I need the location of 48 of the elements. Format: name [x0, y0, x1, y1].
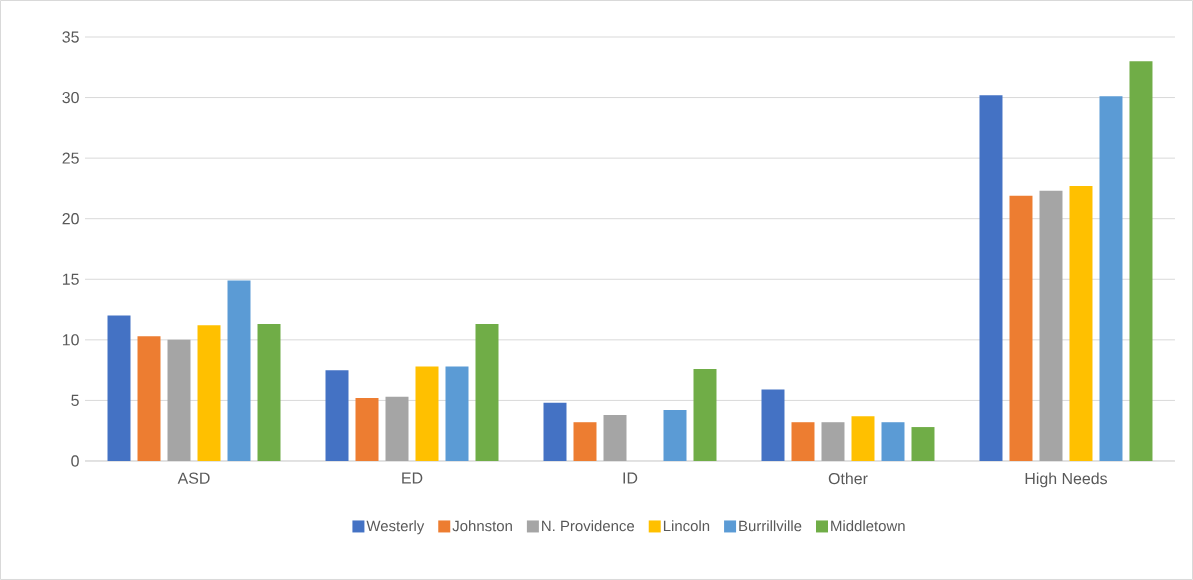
legend-label: Johnston — [452, 520, 512, 532]
legend-label: Burrillville — [739, 520, 802, 532]
bar — [603, 414, 627, 461]
y-tick-label: 0 — [71, 455, 79, 467]
x-tick-label: ID — [623, 472, 638, 484]
bar — [475, 324, 499, 461]
bar — [1039, 190, 1063, 461]
bar — [1069, 185, 1093, 461]
y-tick-label: 25 — [62, 152, 79, 164]
bar — [445, 366, 469, 461]
bar — [107, 315, 131, 461]
bar — [543, 402, 567, 461]
bar — [385, 396, 409, 461]
bar — [197, 325, 221, 461]
bar — [851, 416, 875, 461]
bar — [415, 366, 439, 461]
bar — [761, 389, 785, 461]
y-tick-label: 30 — [62, 91, 79, 104]
bar — [693, 368, 717, 461]
x-tick-label: ED — [402, 472, 423, 484]
legend-label: Lincoln — [663, 520, 710, 532]
x-tick-label: ASD — [177, 472, 210, 484]
bar — [663, 410, 687, 461]
bar — [227, 280, 251, 461]
y-tick-label: 15 — [62, 273, 79, 285]
bar — [355, 397, 379, 461]
bar — [1099, 96, 1123, 461]
bar — [1129, 61, 1153, 461]
bar — [137, 336, 161, 461]
legend-label: N. Providence — [542, 520, 635, 532]
x-tick-label: High Needs — [1025, 472, 1108, 488]
bar — [911, 427, 935, 461]
bar — [257, 324, 281, 461]
legend-label: Westerly — [366, 520, 425, 535]
legend-label: Middletown — [831, 520, 905, 532]
y-tick-label: 5 — [71, 394, 79, 406]
bar — [325, 370, 349, 461]
bar — [1009, 195, 1033, 461]
y-tick-label: 20 — [62, 213, 79, 225]
bar — [791, 422, 815, 461]
y-tick-label: 10 — [62, 334, 79, 346]
bar — [881, 422, 905, 461]
bar — [573, 422, 597, 461]
x-tick-label: Other — [828, 472, 868, 485]
bar — [979, 95, 1003, 461]
y-tick-label: 35 — [62, 31, 79, 43]
bar — [167, 339, 191, 461]
bar — [821, 422, 845, 461]
